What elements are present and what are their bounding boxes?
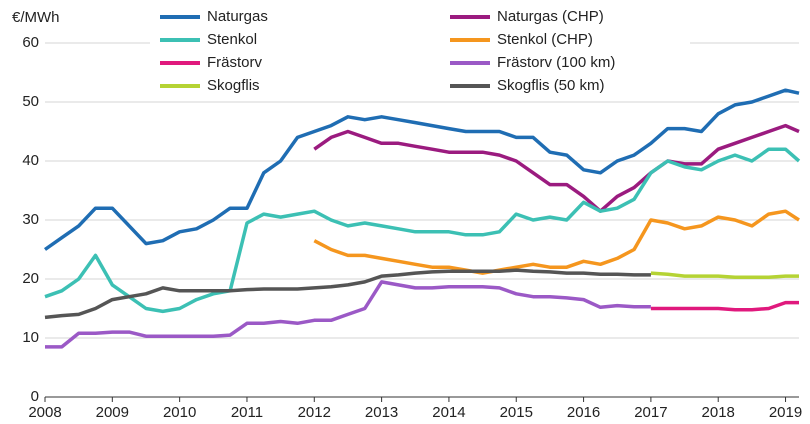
legend-label: Naturgas <box>207 8 268 25</box>
series-line <box>44 268 651 320</box>
series-line <box>313 123 800 213</box>
y-axis-label: €/MWh <box>12 9 60 26</box>
legend-box <box>150 4 690 100</box>
x-tick-label: 2015 <box>500 404 533 421</box>
x-tick-label: 2017 <box>634 404 667 421</box>
y-tick-label: 60 <box>22 34 39 51</box>
series-line <box>44 147 801 314</box>
x-tick-label: 2013 <box>365 404 398 421</box>
legend-label: Frästorv <box>207 54 263 71</box>
series-line <box>45 280 651 349</box>
y-tick-label: 20 <box>22 270 39 287</box>
series-line <box>650 300 799 312</box>
legend-label: Stenkol (CHP) <box>497 31 593 48</box>
x-tick-label: 2019 <box>769 404 802 421</box>
x-tick-label: 2014 <box>432 404 465 421</box>
y-tick-label: 40 <box>22 152 39 169</box>
y-tick-label: 50 <box>22 93 39 110</box>
legend-label: Stenkol <box>207 31 257 48</box>
y-tick-label: 10 <box>22 329 39 346</box>
legend-label: Skogflis <box>207 77 260 94</box>
series-line <box>313 209 800 275</box>
legend-label: Naturgas (CHP) <box>497 8 604 25</box>
x-tick-label: 2018 <box>702 404 735 421</box>
legend-label: Skogflis (50 km) <box>497 77 605 94</box>
x-tick-label: 2009 <box>96 404 129 421</box>
series-line <box>650 271 799 279</box>
y-tick-label: 0 <box>31 388 39 405</box>
y-tick-label: 30 <box>22 211 39 228</box>
x-tick-label: 2016 <box>567 404 600 421</box>
legend-label: Frästorv (100 km) <box>497 54 615 71</box>
x-tick-label: 2011 <box>231 404 263 421</box>
x-tick-label: 2008 <box>28 404 61 421</box>
x-tick-label: 2012 <box>298 404 331 421</box>
x-tick-label: 2010 <box>163 404 196 421</box>
series-line <box>43 88 800 251</box>
